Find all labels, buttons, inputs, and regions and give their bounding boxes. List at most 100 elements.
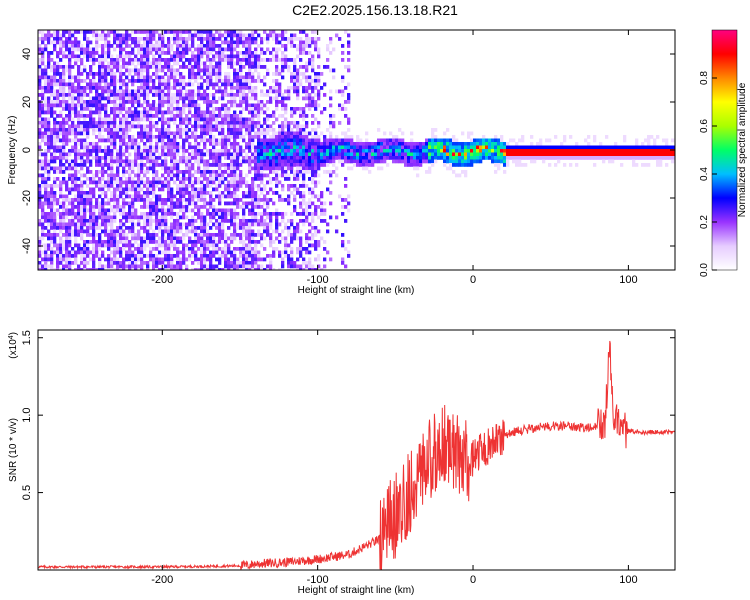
spectrogram-cell bbox=[257, 250, 261, 255]
spectrogram-cell bbox=[155, 44, 159, 48]
spectrogram-cell bbox=[101, 68, 105, 73]
spectrogram-cell bbox=[44, 103, 48, 108]
spectrogram-cell bbox=[149, 159, 153, 164]
spectrogram-cell bbox=[317, 198, 321, 202]
spectrogram-cell bbox=[104, 243, 108, 248]
spectrogram-cell bbox=[221, 152, 225, 157]
spectrogram-cell bbox=[335, 145, 339, 150]
spectrogram-cell bbox=[182, 128, 186, 132]
spectrogram-cell bbox=[38, 247, 42, 251]
spectrogram-cell bbox=[302, 166, 306, 171]
spectrogram-cell bbox=[98, 236, 102, 241]
spectrogram-cell bbox=[209, 103, 213, 108]
spectrogram-cell bbox=[50, 240, 54, 244]
spectrogram-cell bbox=[326, 44, 330, 48]
spectrogram-cell bbox=[116, 124, 120, 129]
spectrogram-cell bbox=[206, 191, 210, 195]
spectrogram-cell bbox=[362, 149, 366, 153]
spectrogram-cell bbox=[122, 201, 126, 206]
spectrogram-cell bbox=[143, 124, 147, 129]
spectrogram-cell bbox=[92, 33, 96, 38]
spectrogram-cell bbox=[107, 65, 111, 69]
spectrogram-cell bbox=[251, 75, 255, 80]
spectrogram-cell bbox=[80, 110, 84, 115]
spectrogram-cell bbox=[77, 114, 81, 118]
spectrogram-cell bbox=[170, 194, 174, 199]
spectrogram-cell bbox=[221, 138, 225, 143]
spectrogram-cell bbox=[224, 75, 228, 80]
spectrogram-cell bbox=[182, 138, 186, 143]
spectrogram-cell bbox=[158, 152, 162, 157]
spectrogram-cell bbox=[242, 233, 246, 237]
spectrogram-cell bbox=[266, 47, 270, 52]
spectrogram-cell bbox=[320, 194, 324, 199]
spectrogram-cell bbox=[344, 198, 348, 202]
spectrogram-cell bbox=[290, 86, 294, 90]
spectrogram-cell bbox=[248, 201, 252, 206]
spectrogram-cell bbox=[158, 58, 162, 62]
spectrogram-cell bbox=[266, 68, 270, 73]
spectrogram-cell bbox=[206, 128, 210, 132]
spectrogram-cell bbox=[107, 131, 111, 136]
spectrogram-cell bbox=[71, 145, 75, 150]
spectrogram-cell bbox=[68, 124, 72, 129]
spectrogram-cell bbox=[119, 47, 123, 52]
spectrogram-cell bbox=[269, 135, 273, 139]
spectrogram-cell bbox=[128, 89, 132, 94]
spectrogram-cell bbox=[44, 47, 48, 52]
spectrogram-cell bbox=[167, 208, 171, 213]
spectrogram-cell bbox=[47, 96, 51, 101]
spectrogram-cell bbox=[365, 156, 369, 160]
spectrogram-cell bbox=[212, 247, 216, 251]
spectrogram-cell bbox=[266, 201, 270, 206]
spectrogram-cell bbox=[182, 243, 186, 248]
spectrogram-cell bbox=[257, 184, 261, 188]
spectrogram-cell bbox=[92, 250, 96, 255]
spectrogram-cell bbox=[53, 198, 57, 202]
spectrogram-cell bbox=[194, 117, 198, 122]
spectrogram-cell bbox=[110, 166, 114, 171]
spectrogram-cell bbox=[161, 103, 165, 108]
spectrogram-cell bbox=[212, 187, 216, 192]
spectrogram-cell bbox=[50, 138, 54, 143]
spectrogram-cell bbox=[89, 79, 93, 83]
spectrogram-cell bbox=[230, 152, 234, 157]
spectrogram-cell bbox=[122, 173, 126, 178]
spectrogram-cell bbox=[260, 100, 264, 104]
spectrogram-cell bbox=[173, 93, 177, 97]
spectrogram-cell bbox=[272, 47, 276, 52]
spectrogram-cell bbox=[311, 61, 315, 66]
spectrogram-cell bbox=[68, 128, 72, 132]
spectrogram-cell bbox=[191, 68, 195, 73]
spectrogram-cell bbox=[209, 121, 213, 125]
spectrogram-cell bbox=[308, 257, 312, 262]
spectrogram-cell bbox=[158, 240, 162, 244]
spectrogram-cell bbox=[200, 215, 204, 220]
spectrogram-cell bbox=[293, 170, 297, 174]
spectrogram-cell bbox=[275, 219, 279, 223]
spectrogram-cell bbox=[167, 229, 171, 234]
spectrogram-cell bbox=[101, 65, 105, 69]
spectrogram-cell bbox=[182, 117, 186, 122]
spectrogram-cell bbox=[152, 103, 156, 108]
spectrogram-cell bbox=[98, 247, 102, 251]
spectrogram-cell bbox=[146, 117, 150, 122]
spectrogram-cell bbox=[104, 229, 108, 234]
spectrogram-cell bbox=[155, 257, 159, 262]
spectrogram-cell bbox=[158, 194, 162, 199]
spectrogram-cell bbox=[77, 177, 81, 181]
spectrogram-cell bbox=[176, 257, 180, 262]
spectrogram-cell bbox=[179, 261, 183, 265]
spectrogram-cell bbox=[305, 250, 309, 255]
spectrogram-cell bbox=[317, 72, 321, 76]
spectrogram-cell bbox=[203, 124, 207, 129]
spectrogram-cell bbox=[143, 243, 147, 248]
spectrogram-cell bbox=[38, 124, 42, 129]
spectrogram-cell bbox=[104, 152, 108, 157]
spectrogram-cell bbox=[59, 58, 63, 62]
spectrogram-cell bbox=[134, 268, 138, 270]
spectrogram-cell bbox=[311, 163, 315, 167]
spectrogram-cell bbox=[119, 159, 123, 164]
spectrogram-cell bbox=[92, 149, 96, 153]
spectrogram-cell bbox=[83, 194, 87, 199]
